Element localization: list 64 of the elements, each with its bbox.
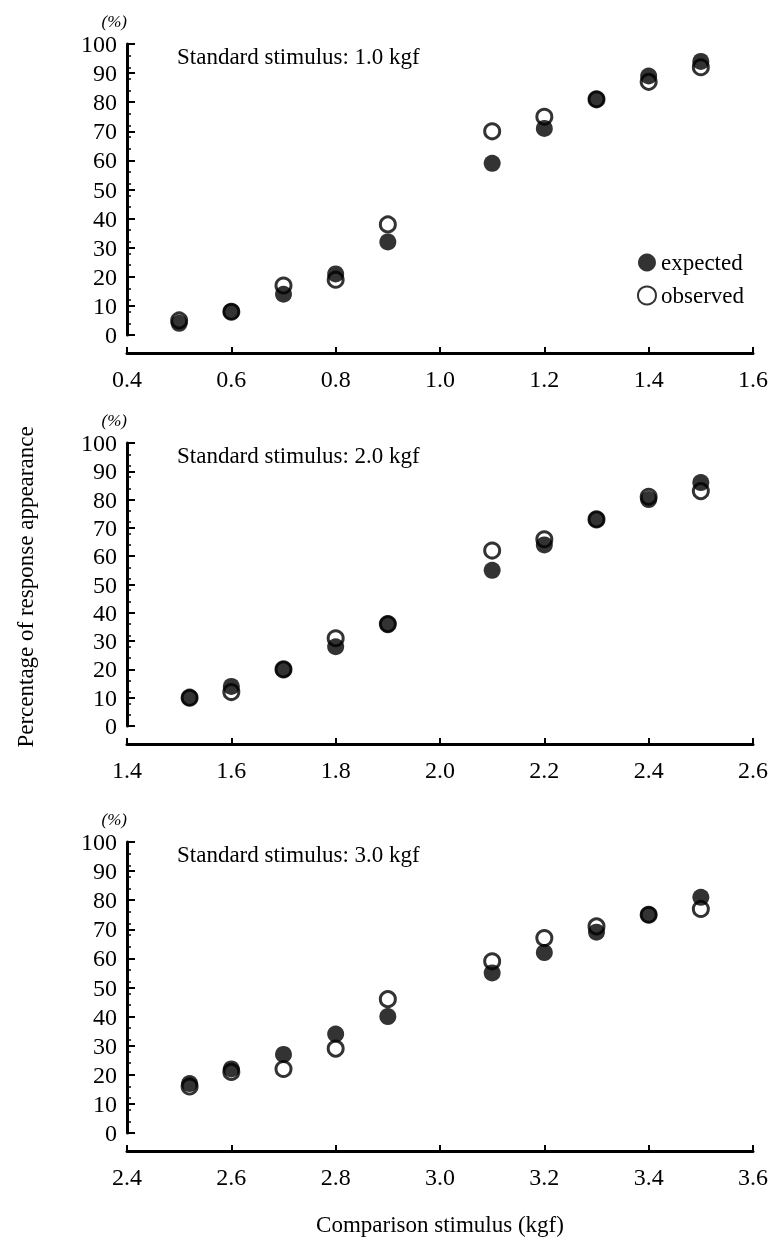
y-axis-title: (%) (101, 12, 128, 31)
legend-label: expected (660, 250, 744, 275)
chart-title: Standard stimulus: 2.0 kgf (177, 443, 421, 468)
x-tick-label: 1.0 (425, 366, 455, 392)
x-tick-label: 0.4 (112, 366, 142, 392)
x-tick-label: 1.6 (216, 757, 247, 783)
y-tick-label: 100 (81, 829, 117, 855)
legend-label: observed (660, 283, 745, 308)
y-tick-label: 60 (93, 945, 117, 972)
y-tick-label: 30 (93, 1032, 117, 1059)
x-tick-label: 0.8 (320, 366, 351, 392)
y-tick-label: 40 (93, 205, 117, 232)
x-tick-label: 3.6 (738, 1164, 768, 1190)
y-tick-label: 20 (93, 656, 117, 683)
y-tick-label: 100 (81, 31, 117, 57)
x-tick-label: 0.6 (216, 366, 247, 392)
x-tick-label: 2.8 (320, 1164, 351, 1190)
y-tick-label: 20 (93, 263, 117, 290)
y-tick-label: 70 (93, 118, 117, 145)
y-tick-label: 0 (105, 1120, 117, 1146)
chart-title: Standard stimulus: 3.0 kgf (177, 842, 421, 867)
y-tick-label: 20 (93, 1061, 117, 1088)
x-tick-label: 2.4 (112, 1164, 142, 1190)
y-tick-label: 90 (93, 60, 117, 87)
y-tick-label: 30 (93, 628, 117, 655)
x-tick-label: 1.4 (633, 366, 664, 392)
y-axis-title: (%) (101, 411, 128, 430)
y-axis-title: (%) (101, 810, 128, 829)
y-tick-label: 100 (81, 430, 117, 456)
y-tick-label: 40 (93, 1003, 117, 1030)
y-tick-label: 90 (93, 458, 117, 485)
x-axis-title: Comparison stimulus (kgf) (316, 1212, 564, 1237)
y-tick-label: 80 (93, 887, 117, 914)
y-tick-label: 40 (93, 599, 117, 626)
text: Percentage of response appearance (13, 426, 38, 748)
y-tick-label: 0 (105, 322, 117, 348)
y-tick-label: 80 (93, 486, 117, 513)
chart-title: Standard stimulus: 1.0 kgf (177, 44, 421, 69)
x-tick-label: 2.4 (633, 757, 664, 783)
y-tick-label: 80 (93, 89, 117, 116)
y-tick-label: 60 (93, 147, 117, 174)
y-tick-label: 30 (93, 234, 117, 261)
y-tick-label: 70 (93, 514, 117, 541)
y-tick-label: 50 (93, 974, 117, 1001)
y-tick-label: 10 (93, 684, 117, 711)
x-tick-label: 1.2 (529, 366, 560, 392)
x-tick-label: 2.6 (738, 757, 768, 783)
y-tick-label: 0 (105, 713, 117, 739)
y-tick-label: 10 (93, 1090, 117, 1117)
y-tick-label: 50 (93, 176, 117, 203)
x-tick-label: 3.4 (633, 1164, 664, 1190)
y-tick-label: 10 (93, 292, 117, 319)
y-tick-label: 90 (93, 858, 117, 885)
x-tick-label: 2.0 (425, 757, 455, 783)
x-tick-label: 3.2 (529, 1164, 560, 1190)
x-tick-label: 3.0 (425, 1164, 455, 1190)
y-tick-label: 70 (93, 916, 117, 943)
x-tick-label: 2.2 (529, 757, 560, 783)
x-tick-label: 1.6 (738, 366, 768, 392)
y-tick-label: 60 (93, 543, 117, 570)
x-tick-label: 1.8 (320, 757, 351, 783)
x-tick-label: 1.4 (112, 757, 142, 783)
x-tick-label: 2.6 (216, 1164, 247, 1190)
y-tick-label: 50 (93, 571, 117, 598)
